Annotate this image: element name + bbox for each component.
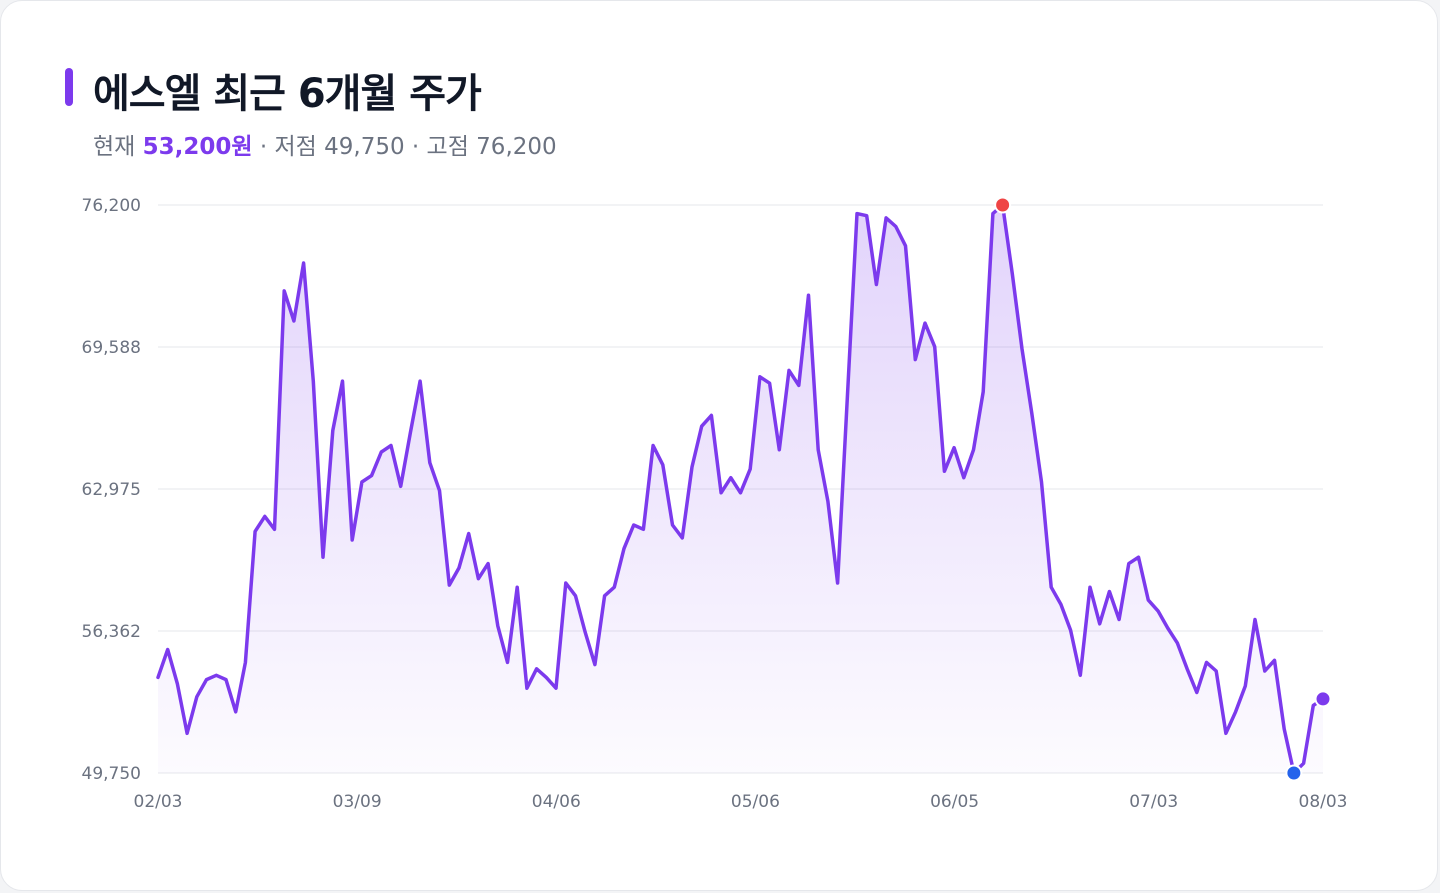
- price-line: [156, 203, 1325, 775]
- x-tick-label: 08/03: [1299, 792, 1348, 812]
- current-price: 53,200원: [142, 134, 253, 160]
- x-tick-label: 07/03: [1129, 792, 1178, 812]
- title-accent-bar: [65, 68, 73, 106]
- y-tick-label: 62,975: [82, 480, 141, 500]
- y-tick-label: 56,362: [82, 622, 141, 642]
- y-axis-labels: 76,200 69,588 62,975 56,362 49,750: [82, 196, 141, 784]
- y-tick-label: 49,750: [82, 764, 141, 784]
- current-price-marker: [1314, 690, 1332, 708]
- price-summary: 현재 53,200원 · 저점 49,750 · 고점 76,200: [93, 127, 557, 161]
- x-tick-label: 04/06: [532, 792, 581, 812]
- chart-title: 에스엘 최근 6개월 주가: [93, 71, 482, 117]
- x-tick-label: 03/09: [333, 792, 382, 812]
- current-label: 현재: [93, 134, 136, 160]
- high-price-marker: [994, 196, 1012, 214]
- y-tick-label: 76,200: [82, 196, 141, 216]
- x-tick-label: 05/06: [731, 792, 780, 812]
- low-price: · 저점 49,750: [259, 134, 405, 160]
- price-area-fill: [158, 205, 1323, 773]
- price-markers: [994, 196, 1332, 782]
- low-price-marker: [1285, 764, 1303, 782]
- y-tick-label: 69,588: [82, 338, 141, 358]
- x-tick-label: 02/03: [134, 792, 183, 812]
- high-price: · 고점 76,200: [411, 134, 557, 160]
- x-tick-label: 06/05: [930, 792, 979, 812]
- x-axis-labels: 02/03 03/09 04/06 05/06 06/05 07/03 08/03: [134, 792, 1348, 812]
